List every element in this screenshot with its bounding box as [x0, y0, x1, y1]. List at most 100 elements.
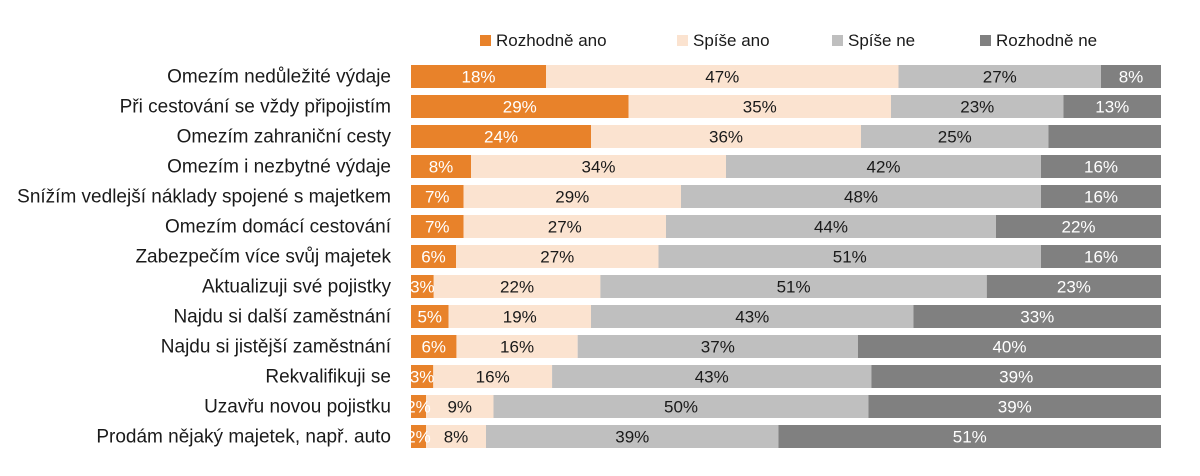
- bar-segment-3: [913, 305, 1161, 328]
- value-label: 34%: [581, 158, 615, 177]
- chart-legend: Rozhodně ano Spíše ano Spíše ne Rozhodně ne: [480, 31, 1097, 50]
- value-label: 51%: [777, 278, 811, 297]
- value-label: 48%: [844, 188, 878, 207]
- value-label: 27%: [983, 68, 1017, 87]
- bar-segment-3: [986, 275, 1161, 298]
- value-label: 18%: [461, 68, 495, 87]
- bars: [411, 65, 1161, 448]
- legend-swatch-0: [480, 35, 491, 46]
- bar-segment-0: [411, 395, 426, 418]
- legend-label-3: Rozhodně ne: [996, 31, 1097, 50]
- value-label: 50%: [664, 398, 698, 417]
- value-label: 35%: [743, 98, 777, 117]
- category-label: Snížím vedlejší náklady spojené s majetk…: [17, 187, 391, 208]
- value-label: 36%: [709, 128, 743, 147]
- value-label: 16%: [500, 338, 534, 357]
- bar-segment-1: [426, 395, 494, 418]
- value-label: 39%: [998, 398, 1032, 417]
- bar-segment-2: [666, 215, 996, 238]
- bar-segment-0: [411, 125, 591, 148]
- value-label: 51%: [833, 248, 867, 267]
- value-label: 27%: [548, 218, 582, 237]
- value-label: 9%: [447, 398, 472, 417]
- value-label: 3%: [410, 278, 435, 297]
- bar-segment-3: [1063, 95, 1161, 118]
- value-label: 16%: [1084, 248, 1118, 267]
- bar-segment-0: [411, 335, 457, 358]
- bar-segment-3: [1041, 155, 1161, 178]
- value-label: 39%: [615, 428, 649, 447]
- bar-segment-1: [426, 425, 486, 448]
- bar-segment-3: [868, 395, 1161, 418]
- bar-segment-1: [591, 125, 861, 148]
- legend-label-1: Spíše ano: [693, 31, 770, 50]
- value-label: 7%: [425, 218, 450, 237]
- bar-segment-0: [411, 65, 546, 88]
- value-label: 23%: [960, 98, 994, 117]
- category-labels: Omezím nedůležité výdaje Při cestování se…: [17, 67, 392, 448]
- value-label: 24%: [484, 128, 518, 147]
- value-label: 42%: [866, 158, 900, 177]
- bar-segment-2: [891, 95, 1064, 118]
- value-label: 7%: [425, 188, 450, 207]
- value-label: 33%: [1020, 308, 1054, 327]
- category-label: Prodám nějaký majetek, např. auto: [96, 427, 391, 448]
- value-label: 43%: [695, 368, 729, 387]
- bar-segment-1: [433, 275, 601, 298]
- bar-segment-1: [628, 95, 891, 118]
- category-label: Uzavřu novou pojistku: [204, 397, 391, 418]
- bar-segment-0: [411, 185, 464, 208]
- value-label: 16%: [1084, 158, 1118, 177]
- bar-segment-1: [471, 155, 726, 178]
- category-label: Najdu si jistější zaměstnání: [161, 337, 392, 358]
- value-label: 16%: [476, 368, 510, 387]
- bar-segment-3: [1048, 125, 1161, 148]
- value-label: 39%: [999, 368, 1033, 387]
- bar-segment-1: [456, 335, 578, 358]
- legend-label-2: Spíše ne: [848, 31, 915, 50]
- category-label: Najdu si další zaměstnání: [173, 307, 391, 328]
- value-label: 23%: [1057, 278, 1091, 297]
- category-label: Omezím domácí cestování: [165, 217, 392, 238]
- bar-segment-3: [778, 425, 1161, 448]
- value-label: 19%: [503, 308, 537, 327]
- bar-segment-2: [898, 65, 1101, 88]
- bar-segment-2: [658, 245, 1041, 268]
- bar-segment-0: [411, 305, 449, 328]
- value-label: 16%: [1084, 188, 1118, 207]
- legend-swatch-3: [980, 35, 991, 46]
- value-label: 40%: [992, 338, 1026, 357]
- bar-segment-3: [1101, 65, 1161, 88]
- bar-segment-1: [456, 245, 659, 268]
- bar-segment-1: [463, 215, 666, 238]
- value-label: 29%: [503, 98, 537, 117]
- bar-segment-0: [411, 275, 434, 298]
- category-label: Omezím i nezbytné výdaje: [167, 157, 391, 178]
- value-label: 6%: [421, 338, 446, 357]
- bar-segment-2: [861, 125, 1049, 148]
- bar-segment-0: [411, 155, 471, 178]
- value-label: 5%: [417, 308, 442, 327]
- bar-segment-2: [493, 395, 869, 418]
- bar-segment-2: [726, 155, 1041, 178]
- value-label: 37%: [701, 338, 735, 357]
- bar-segment-0: [411, 95, 629, 118]
- bar-segment-1: [433, 365, 553, 388]
- legend-label-0: Rozhodně ano: [496, 31, 607, 50]
- value-label: 8%: [1119, 68, 1144, 87]
- bar-segment-3: [1041, 245, 1161, 268]
- category-label: Zabezpečím více svůj majetek: [135, 247, 391, 268]
- value-label: 44%: [814, 218, 848, 237]
- bar-segment-3: [996, 215, 1161, 238]
- bar-segment-1: [448, 305, 591, 328]
- bar-segment-1: [463, 185, 681, 208]
- bar-segment-1: [546, 65, 899, 88]
- legend-swatch-1: [677, 35, 688, 46]
- value-label: 8%: [429, 158, 454, 177]
- bar-segment-2: [681, 185, 1041, 208]
- value-label: 47%: [705, 68, 739, 87]
- value-label: 13%: [1095, 98, 1129, 117]
- value-label: 27%: [540, 248, 574, 267]
- value-label: 3%: [410, 368, 435, 387]
